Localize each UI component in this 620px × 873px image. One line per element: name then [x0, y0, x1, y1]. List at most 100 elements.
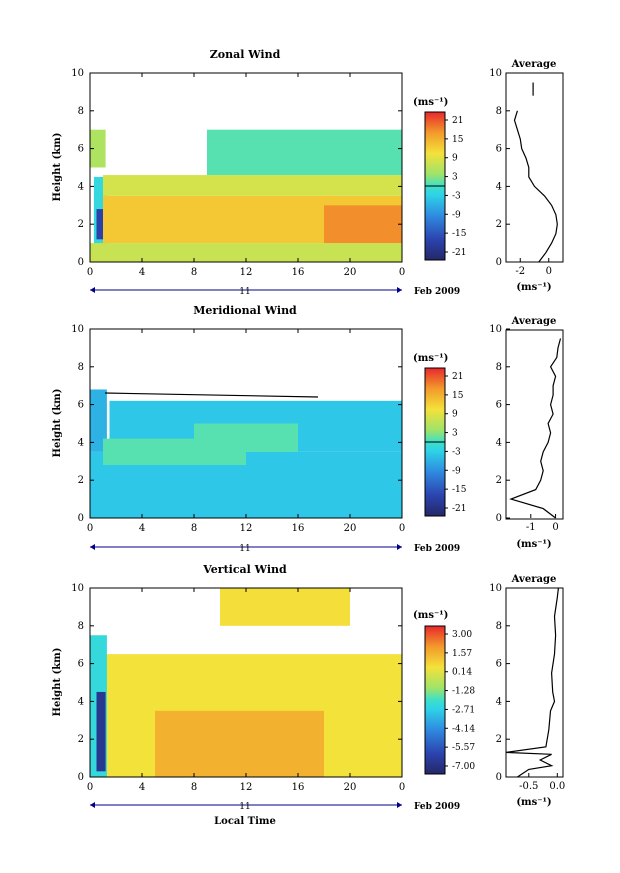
y-tick-label: 6	[78, 400, 84, 411]
colorbar-tick-label: -21	[452, 504, 467, 514]
instrument-line-meridional	[104, 392, 319, 398]
avg-y-tick-label: 10	[489, 583, 502, 594]
avg-unit-zonal: (ms⁻¹)	[516, 282, 551, 293]
y-tick-label: 0	[78, 257, 84, 268]
y-tick-label: 8	[78, 621, 84, 632]
ylabel-zonal: Height (km)	[52, 133, 63, 202]
colorbar-ticks-meridional: 21 15 9 3 -3 -9 -15 -21	[445, 372, 467, 514]
avg-y-tick-label: 10	[489, 324, 502, 335]
heatmap-patch	[90, 243, 402, 262]
y-tick-label: 2	[78, 475, 84, 486]
avg-title-meridional: Average	[511, 316, 557, 327]
colorbar-tick-label: -4.14	[452, 724, 475, 734]
date-label-vertical: Feb 2009	[414, 802, 460, 812]
avg-y-tick-label: 0	[496, 513, 502, 524]
colorbar-unit-meridional: (ms⁻¹)	[413, 353, 448, 364]
x-tick-label: 12	[240, 523, 253, 534]
avg-y-tick-label: 4	[496, 181, 502, 192]
colorbar-tick-label: -7.00	[452, 762, 475, 772]
x-tick-label: 12	[240, 782, 253, 793]
x-tick-label: 4	[139, 267, 145, 278]
ylabel-meridional: Height (km)	[52, 389, 63, 458]
colorbar-tick-label: -3	[452, 191, 461, 201]
x-tick-label: 8	[191, 782, 197, 793]
x-tick-label: 20	[344, 782, 357, 793]
heatmap-vertical	[90, 588, 402, 777]
avg-x-tick-label: 0	[552, 522, 558, 533]
day-label-zonal: 11	[239, 287, 250, 297]
colorbar-tick-label: 15	[452, 391, 464, 401]
avg-y-tick-label: 6	[496, 659, 502, 670]
y-tick-label: 4	[78, 437, 84, 448]
x-tick-label: 0	[87, 267, 93, 278]
avg-x-tick-label: 0.0	[549, 781, 565, 792]
y-tick-label: 0	[78, 772, 84, 783]
y-tick-label: 8	[78, 362, 84, 373]
y-tick-label: 4	[78, 181, 84, 192]
heatmap-patch	[155, 710, 324, 777]
avg-axes-meridional: 0 2 4 6 8 10 -1 0	[489, 324, 562, 533]
colorbar-tick-label: -15	[452, 485, 467, 495]
colorbar-ticks-vertical: 3.00 1.57 0.14 -1.28 -2.71 -4.14 -5.57 -7.00	[445, 630, 475, 772]
xticks-vertical: 0 4 8 12 16 20 0	[87, 588, 405, 793]
x-tick-label: 8	[191, 523, 197, 534]
colorbar-tick-label: -9	[452, 466, 461, 476]
y-tick-label: 6	[78, 144, 84, 155]
title-zonal: Zonal Wind	[210, 48, 281, 61]
avg-y-tick-label: 2	[496, 475, 502, 486]
y-tick-label: 10	[71, 324, 84, 335]
x-tick-label: 0	[87, 523, 93, 534]
avg-y-tick-label: 2	[496, 219, 502, 230]
avg-axes-vertical: 0 2 4 6 8 10 -0.5 0.0	[489, 583, 565, 792]
y-tick-label: 2	[78, 734, 84, 745]
y-tick-label: 8	[78, 106, 84, 117]
avg-y-tick-label: 8	[496, 106, 502, 117]
heatmap-patch	[96, 209, 105, 240]
xticks-meridional: 0 4 8 12 16 20 0	[87, 329, 405, 534]
title-vertical: Vertical Wind	[202, 563, 287, 576]
colorbar-tick-label: 21	[452, 116, 463, 126]
x-tick-label: 0	[399, 782, 405, 793]
title-meridional: Meridional Wind	[193, 304, 297, 317]
y-tick-label: 4	[78, 696, 84, 707]
colorbar-tick-label: -3	[452, 447, 461, 457]
colorbar-tick-label: 9	[452, 154, 458, 164]
avg-unit-vertical: (ms⁻¹)	[516, 797, 551, 808]
heatmap-patch	[90, 389, 107, 452]
x-tick-label: 20	[344, 523, 357, 534]
avg-frame-vertical	[505, 587, 564, 778]
avg-y-tick-label: 0	[496, 772, 502, 783]
y-tick-label: 10	[71, 583, 84, 594]
avg-title-zonal: Average	[511, 59, 557, 70]
colorbar-tick-label: -2.71	[452, 705, 475, 715]
day-axis-arrow-left-zonal	[90, 287, 95, 293]
colorbar-tick-label: -21	[452, 248, 467, 258]
avg-profile-line	[509, 338, 562, 519]
colorbar-tick-label: 3.00	[452, 630, 472, 640]
colorbar-tick-label: -15	[452, 229, 467, 239]
heatmap-patch	[96, 691, 106, 772]
avg-unit-meridional: (ms⁻¹)	[516, 539, 551, 550]
heatmap-patch	[90, 129, 106, 168]
heatmap-patch	[207, 129, 402, 176]
x-tick-label: 0	[87, 782, 93, 793]
day-axis-arrow-left-vertical	[90, 802, 95, 808]
heatmap-patch	[220, 588, 350, 626]
colorbar-tick-label: -5.57	[452, 743, 475, 753]
heatmap-meridional	[90, 389, 402, 518]
avg-profile-line	[505, 587, 559, 778]
avg-y-tick-label: 6	[496, 400, 502, 411]
day-axis-arrow-right-zonal	[397, 287, 402, 293]
avg-x-tick-label: -2	[515, 266, 525, 277]
avg-y-tick-label: 0	[496, 257, 502, 268]
x-tick-label: 8	[191, 267, 197, 278]
y-tick-label: 6	[78, 659, 84, 670]
day-axis-arrow-right-meridional	[397, 544, 402, 550]
y-tick-label: 2	[78, 219, 84, 230]
colorbar-tick-label: 3	[452, 173, 458, 183]
colorbar-tick-label: 15	[452, 135, 464, 145]
heatmap-patch	[194, 423, 298, 452]
